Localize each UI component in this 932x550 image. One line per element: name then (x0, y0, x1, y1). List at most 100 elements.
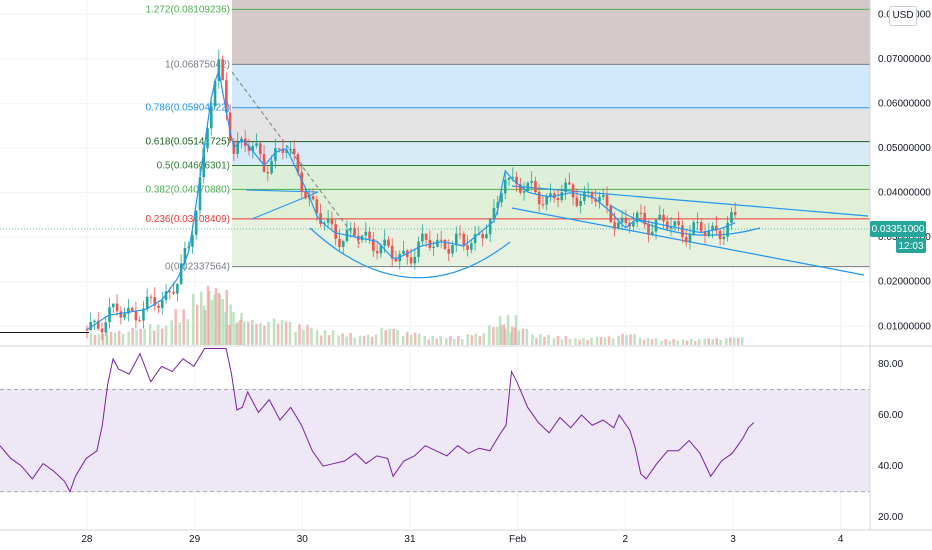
candle-body (421, 233, 424, 242)
candle-body (624, 217, 628, 224)
volume-bar (127, 331, 130, 345)
candle-body (571, 184, 575, 198)
volume-bar (294, 331, 297, 345)
lower-trendline[interactable] (511, 207, 865, 276)
candle-body (296, 154, 300, 173)
volume-bar (288, 321, 292, 345)
volume-bar (466, 334, 470, 345)
candle-body (583, 191, 586, 201)
volume-bar (392, 328, 395, 345)
candle-body (715, 225, 718, 231)
upper-trendline[interactable] (511, 185, 869, 217)
volume-bar (492, 326, 495, 345)
candle-body (353, 228, 356, 236)
currency-button[interactable]: USD (889, 6, 917, 26)
volume-bar (590, 337, 593, 345)
candle-body (142, 308, 145, 321)
volume-bar (482, 333, 486, 345)
price-axis[interactable]: 0.01000000 0.02000000 0.03000000 0.04000000… (869, 0, 931, 530)
price-pane[interactable]: 1.272(0.08109236) 1(0.06875042) 0.786(0.05… (0, 0, 870, 530)
volume-bar (685, 340, 689, 345)
candle-body (726, 222, 729, 237)
volume-bar (741, 337, 744, 345)
volume-bar (388, 328, 391, 345)
candle-body (564, 182, 567, 193)
candle-body (228, 112, 232, 142)
volume-bar (247, 321, 250, 345)
candle-body (662, 214, 665, 222)
volume-bar (384, 330, 387, 345)
volume-bar (502, 324, 506, 345)
volume-bar (586, 340, 589, 345)
candle-body (696, 222, 699, 224)
volume-bar (578, 339, 581, 345)
candle-body (537, 192, 541, 205)
volume-bar (654, 338, 658, 345)
candle-body (639, 212, 643, 214)
candle-body (198, 177, 202, 211)
candle-body (93, 320, 96, 323)
volume-bar (224, 312, 227, 345)
rsi-pane[interactable] (0, 345, 932, 493)
volume-bar (513, 327, 517, 345)
candle-body (258, 143, 262, 155)
fib-zone (232, 64, 870, 108)
time-axis[interactable]: 28 29 30 31 Feb 2 3 4 (0, 529, 932, 545)
volume-bar (517, 330, 521, 345)
price-tick-label: 0.01000000 (878, 321, 931, 332)
candle-body (643, 213, 647, 225)
volume-bar (337, 335, 340, 345)
volume-bar (160, 328, 164, 345)
fib-zone (232, 107, 870, 142)
candle-body (119, 311, 123, 318)
volume-bar (113, 332, 117, 345)
candle-body (202, 148, 206, 178)
volume-bar (148, 324, 152, 345)
candle-body (262, 154, 266, 172)
candle-body (451, 245, 454, 254)
volume-bar (564, 336, 568, 345)
candle-body (398, 253, 402, 262)
volume-bar (243, 321, 246, 345)
volume-bar (650, 339, 654, 345)
candle-body (519, 184, 522, 193)
volume-bar (556, 336, 560, 345)
time-tick-label: 2 (623, 534, 629, 545)
volume-bars (89, 285, 744, 345)
candle-body (281, 148, 285, 153)
volume-bar (737, 337, 740, 345)
candle-body (605, 195, 609, 206)
volume-bar (427, 339, 430, 345)
candle-body (123, 313, 126, 318)
candle-body (266, 171, 270, 174)
volume-bar (660, 340, 663, 345)
fibonacci-retracement[interactable]: 1.272(0.08109236) 1(0.06875042) 0.786(0.05… (145, 0, 870, 273)
volume-bar (525, 329, 529, 345)
candle-body (277, 148, 281, 150)
current-price-tag: 0.03351000 12:03 (870, 221, 926, 253)
volume-bar (135, 329, 138, 345)
volume-bar (310, 327, 313, 345)
candle-body (684, 236, 688, 243)
candle-body (526, 182, 530, 192)
candle-body (349, 228, 353, 230)
pennant-lines[interactable] (245, 189, 319, 220)
candle-body (718, 230, 722, 240)
volume-bar (280, 320, 284, 345)
volume-bar (232, 312, 235, 345)
candle-body (319, 213, 322, 224)
candle-body (138, 320, 141, 322)
volume-bar (449, 336, 452, 345)
volume-bar (531, 334, 534, 345)
candle-body (545, 196, 549, 205)
candle-body (522, 191, 526, 193)
candle-body (711, 225, 714, 231)
fib-level-label: 0(0.02337564) (165, 262, 230, 273)
candle-body (274, 148, 277, 161)
volume-bar (707, 338, 710, 345)
volume-bar (156, 324, 160, 345)
volume-bar (595, 336, 599, 345)
candle-body (413, 256, 417, 264)
cup-arc[interactable] (309, 227, 511, 279)
volume-bar (366, 334, 370, 345)
